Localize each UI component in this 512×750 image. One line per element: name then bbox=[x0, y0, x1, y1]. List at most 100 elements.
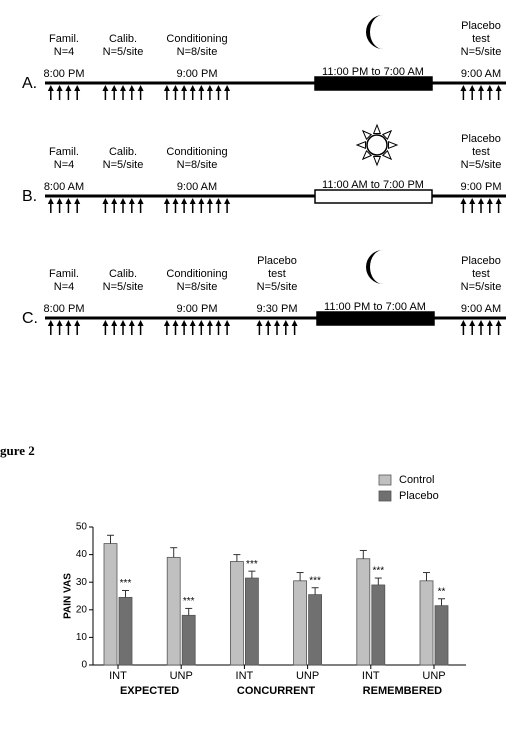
error-bar bbox=[296, 572, 304, 581]
event-label: Famil. bbox=[49, 33, 79, 45]
group-label: CONCURRENT bbox=[237, 685, 316, 697]
event-label: Conditioning bbox=[166, 146, 227, 158]
event-label: N=8/site bbox=[177, 46, 218, 58]
arrow-head bbox=[224, 85, 231, 91]
row-label: B. bbox=[22, 188, 37, 205]
arrow-head bbox=[495, 198, 502, 204]
arrow-group bbox=[163, 198, 231, 213]
arrow-head bbox=[189, 85, 196, 91]
bar bbox=[308, 594, 323, 666]
x-tick-label: UNP bbox=[296, 670, 319, 682]
legend-swatch bbox=[378, 474, 392, 486]
arrow-head bbox=[65, 320, 72, 326]
arrow-head bbox=[102, 198, 109, 204]
moon-icon bbox=[366, 15, 383, 49]
arrow-head bbox=[215, 320, 222, 326]
event-label: Conditioning bbox=[166, 268, 227, 280]
arrow-head bbox=[486, 198, 493, 204]
arrow-head bbox=[469, 320, 476, 326]
event-label: Placebo bbox=[461, 255, 501, 267]
sun-ray bbox=[372, 156, 382, 167]
event-label: Placebo bbox=[461, 20, 501, 32]
arrow-head bbox=[224, 320, 231, 326]
event-time: 9:00 PM bbox=[461, 181, 502, 193]
significance-label: *** bbox=[372, 566, 384, 577]
error-bar bbox=[311, 587, 319, 595]
event-label: test bbox=[472, 268, 490, 280]
error-bar bbox=[107, 534, 114, 544]
arrow-head bbox=[478, 85, 484, 91]
legend-swatch bbox=[378, 490, 392, 502]
arrow-group bbox=[102, 320, 144, 335]
error-bar bbox=[248, 570, 256, 579]
arrow-group bbox=[460, 85, 502, 100]
sun-ray bbox=[361, 149, 373, 161]
y-axis-label: PAIN VAS bbox=[63, 573, 74, 619]
event-label: N=5/site bbox=[461, 46, 502, 58]
arrow-head bbox=[215, 198, 222, 204]
y-tick-label: 50 bbox=[76, 522, 88, 533]
arrow-head bbox=[486, 85, 493, 91]
event-time: 8:00 PM bbox=[44, 303, 85, 315]
arrow-head bbox=[56, 320, 63, 326]
sun-ray bbox=[361, 129, 373, 141]
x-tick-label: UNP bbox=[422, 670, 445, 682]
arrow-head bbox=[469, 85, 476, 91]
arrow-head bbox=[478, 320, 484, 326]
significance-label: *** bbox=[246, 559, 258, 570]
arrow-head bbox=[495, 85, 502, 91]
sun-ray bbox=[355, 140, 366, 150]
arrow-head bbox=[206, 198, 213, 204]
sun-icon bbox=[366, 134, 388, 156]
error-bar bbox=[170, 547, 178, 558]
y-tick-label: 0 bbox=[81, 660, 87, 671]
significance-label: *** bbox=[309, 575, 321, 586]
event-label: Famil. bbox=[49, 146, 79, 158]
arrow-head bbox=[215, 85, 222, 91]
legend-label: Control bbox=[399, 474, 434, 486]
bar bbox=[118, 596, 133, 666]
event-label: N=4 bbox=[54, 281, 75, 293]
y-tick-label: 20 bbox=[76, 604, 88, 615]
arrow-group bbox=[460, 320, 502, 335]
arrow-head bbox=[224, 198, 231, 204]
event-time: 9:00 AM bbox=[461, 303, 501, 315]
event-time: 8:00 AM bbox=[44, 181, 84, 193]
arrow-head bbox=[65, 198, 72, 204]
arrow-head bbox=[74, 320, 81, 326]
event-label: test bbox=[268, 268, 286, 280]
event-time: 9:00 PM bbox=[177, 68, 218, 80]
arrow-group bbox=[102, 198, 144, 213]
event-label: N=5/site bbox=[103, 281, 144, 293]
arrow-head bbox=[137, 198, 144, 204]
event-time: 9:00 AM bbox=[177, 181, 217, 193]
event-time: 9:30 PM bbox=[257, 303, 298, 315]
arrow-head bbox=[163, 320, 170, 326]
error-bar bbox=[122, 589, 129, 598]
arrow-head bbox=[65, 85, 72, 91]
event-label: N=8/site bbox=[177, 159, 218, 171]
event-label: Calib. bbox=[109, 33, 137, 45]
event-label: Calib. bbox=[109, 268, 137, 280]
bar bbox=[371, 584, 386, 666]
event-label: N=5/site bbox=[461, 159, 502, 171]
bar bbox=[356, 558, 371, 666]
arrow-head bbox=[163, 85, 170, 91]
arrow-head bbox=[265, 320, 272, 326]
moon-icon bbox=[366, 250, 383, 284]
event-label: N=4 bbox=[54, 159, 75, 171]
event-label: Famil. bbox=[49, 268, 79, 280]
arrow-head bbox=[172, 85, 179, 91]
arrow-head bbox=[74, 198, 81, 204]
error-bar bbox=[185, 607, 193, 616]
arrow-head bbox=[274, 320, 280, 326]
arrow-head bbox=[102, 85, 109, 91]
arrow-head bbox=[137, 85, 144, 91]
y-tick-label: 40 bbox=[76, 549, 88, 560]
event-label: N=5/site bbox=[461, 281, 502, 293]
arrow-head bbox=[163, 198, 170, 204]
arrow-head bbox=[282, 320, 289, 326]
significance-label: ** bbox=[438, 586, 446, 597]
error-bar bbox=[374, 577, 382, 585]
arrow-head bbox=[478, 198, 484, 204]
